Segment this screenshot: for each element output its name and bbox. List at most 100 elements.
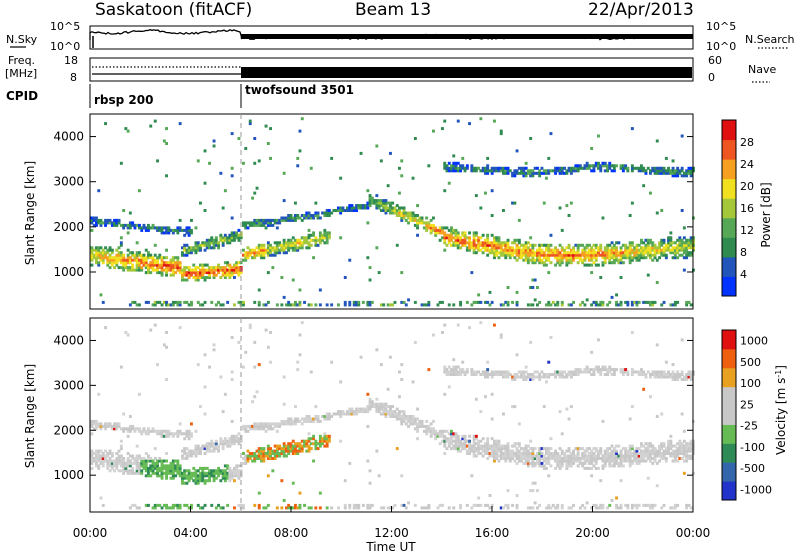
velocity-cell [667, 449, 670, 453]
power-cell [160, 266, 164, 270]
velocity-cell [402, 410, 406, 414]
power-cell [427, 221, 431, 225]
power-cell [138, 268, 141, 272]
power-cell [124, 266, 128, 270]
velocity-cell [355, 407, 358, 411]
power-cell [517, 253, 521, 257]
power-cell [407, 211, 410, 215]
power-cell [533, 278, 537, 282]
power-cell [567, 246, 571, 250]
velocity-cell [398, 417, 401, 421]
power-cell [110, 261, 114, 265]
velocity-cell [201, 444, 205, 448]
velocity-cell [533, 370, 537, 374]
velocity-cell [484, 375, 487, 379]
power-cell [221, 268, 225, 272]
power-cell [590, 258, 594, 262]
velocity-cell [601, 459, 605, 463]
power-cell [217, 271, 220, 275]
power-cell [251, 196, 254, 200]
velocity-cell [237, 464, 241, 468]
velocity-cell [655, 452, 659, 455]
velocity-cell [307, 432, 311, 436]
velocity-cell [110, 454, 114, 458]
power-cell [606, 166, 609, 170]
power-cell [597, 166, 600, 170]
velocity-cell [524, 378, 528, 381]
power-cell [450, 166, 453, 170]
power-cell [413, 300, 417, 304]
velocity-cell [558, 457, 562, 460]
velocity-cell [117, 422, 121, 426]
velocity-cell [384, 407, 388, 411]
power-cell [673, 253, 677, 257]
velocity-cell [318, 444, 322, 448]
power-cell [318, 231, 322, 235]
velocity-cell [441, 434, 444, 438]
velocity-cell [522, 461, 526, 465]
velocity-cell [624, 447, 628, 451]
velocity-cell [97, 422, 101, 426]
velocity-cell [199, 466, 202, 470]
velocity-cell [515, 506, 519, 510]
velocity-cell [633, 449, 637, 453]
velocity-cell [205, 444, 209, 448]
velocity-cell [221, 444, 225, 448]
velocity-cell [251, 454, 254, 458]
velocity-cell [565, 373, 569, 376]
velocity-cell [151, 464, 155, 468]
power-cell [459, 300, 462, 304]
power-cell [628, 246, 632, 250]
power-cell [445, 169, 449, 173]
power-cell [506, 243, 510, 247]
power-cell [635, 253, 639, 257]
power-cell [583, 256, 587, 260]
velocity-cell [481, 370, 485, 374]
power-cell [325, 233, 329, 237]
power-cell [477, 238, 481, 242]
velocity-cell [271, 469, 275, 473]
power-cell [669, 248, 673, 252]
velocity-cell [108, 469, 112, 473]
velocity-cell [230, 378, 234, 381]
velocity-cell [298, 419, 302, 423]
power-cell [375, 206, 379, 210]
velocity-cell [90, 461, 94, 465]
power-cell [90, 256, 94, 260]
power-cell [603, 248, 607, 252]
power-cell [296, 238, 300, 242]
velocity-cell [599, 506, 603, 510]
power-cell [628, 243, 632, 247]
power-cell [597, 164, 600, 168]
power-cell [565, 204, 569, 208]
velocity-cell [343, 506, 347, 510]
velocity-cell [275, 424, 279, 428]
power-cell [230, 238, 234, 242]
velocity-cell [377, 474, 381, 478]
power-cell [110, 256, 114, 260]
velocity-cell [307, 447, 311, 451]
velocity-cell [642, 459, 646, 463]
velocity-cell [637, 503, 641, 507]
velocity-cell [226, 439, 230, 443]
velocity-cell [477, 447, 481, 451]
power-cell [603, 169, 607, 173]
velocity-cell [612, 459, 616, 463]
power-cell [513, 256, 517, 260]
velocity-cell [547, 454, 551, 458]
power-cell [495, 238, 499, 242]
velocity-cell [307, 506, 311, 510]
velocity-cell [203, 481, 207, 485]
velocity-cell [529, 452, 533, 455]
power-cell [131, 221, 135, 225]
velocity-cell [386, 506, 390, 510]
velocity-cell [655, 370, 659, 374]
power-cell [447, 161, 451, 165]
velocity-cell [368, 503, 372, 507]
power-cell [612, 261, 616, 265]
power-cell [119, 161, 123, 165]
power-cell [203, 181, 207, 185]
power-cell [642, 241, 646, 245]
velocity-cell [266, 424, 270, 428]
power-cell [389, 211, 392, 215]
